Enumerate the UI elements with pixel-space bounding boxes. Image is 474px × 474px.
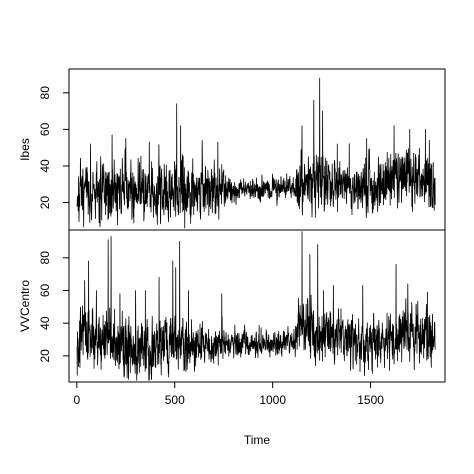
x-tick-label: 1500	[357, 393, 384, 407]
y-tick-label: 60	[38, 283, 52, 297]
y-tick-label: 40	[38, 316, 52, 330]
y-tick-label: 20	[38, 349, 52, 363]
panel-ibes: Ibes 20 40 60 80	[18, 68, 446, 231]
y-axis-ibes: 20 40 60 80	[38, 86, 69, 209]
series-line-vvcentro	[76, 231, 436, 381]
x-axis: 0 500 1000 1500	[73, 382, 384, 407]
y-axis-vvcentro: 20 40 60 80	[38, 251, 69, 363]
y-tick-label: 80	[38, 86, 52, 100]
x-axis-label: Time	[244, 433, 271, 447]
series-line-ibes	[76, 77, 436, 229]
y-axis-label-ibes: Ibes	[18, 138, 32, 161]
panel-vvcentro: VVCentro 20 40 60 80	[18, 229, 446, 383]
x-tick-label: 1000	[259, 393, 286, 407]
y-tick-label: 20	[38, 196, 52, 210]
y-tick-label: 60	[38, 122, 52, 136]
panel-vvcentro-frame	[68, 229, 446, 383]
x-tick-label: 500	[165, 393, 185, 407]
y-axis-label-vvcentro: VVCentro	[18, 280, 32, 332]
y-tick-label: 80	[38, 251, 52, 265]
y-tick-label: 40	[38, 159, 52, 173]
x-tick-label: 0	[73, 393, 80, 407]
